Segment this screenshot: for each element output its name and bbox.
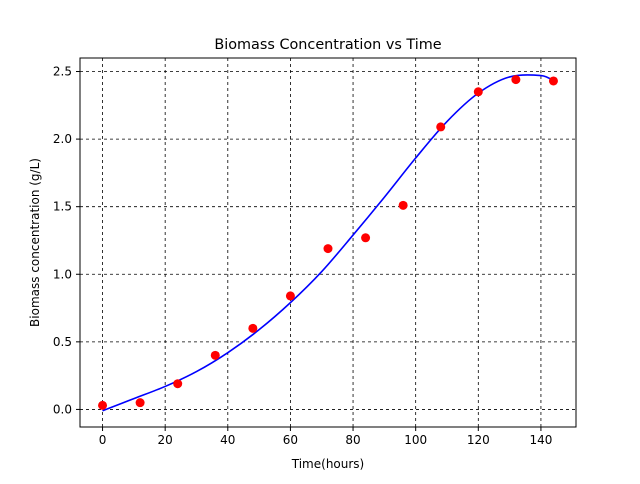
x-tick-label: 0 bbox=[99, 433, 107, 447]
y-tick-label: 2.5 bbox=[53, 65, 72, 79]
fit-curve-line bbox=[102, 74, 554, 412]
data-point bbox=[173, 379, 183, 389]
y-axis-ticks: 0.0 0.5 1.0 1.5 2.0 2.5 bbox=[53, 65, 80, 416]
data-point bbox=[398, 200, 408, 210]
x-tick-label: 40 bbox=[220, 433, 235, 447]
data-point bbox=[473, 87, 483, 97]
y-tick-label: 0.5 bbox=[53, 335, 72, 349]
x-tick-label: 100 bbox=[404, 433, 427, 447]
data-point bbox=[323, 244, 333, 254]
x-tick-label: 80 bbox=[345, 433, 360, 447]
data-point bbox=[436, 122, 446, 132]
x-tick-label: 20 bbox=[158, 433, 173, 447]
y-axis-label: Biomass concentration (g/L) bbox=[28, 158, 42, 327]
data-points-layer bbox=[98, 75, 558, 410]
x-axis-label: Time(hours) bbox=[291, 457, 364, 471]
data-point bbox=[548, 76, 558, 86]
y-tick-label: 1.0 bbox=[53, 267, 72, 281]
y-tick-label: 1.5 bbox=[53, 200, 72, 214]
data-point bbox=[361, 233, 371, 243]
x-tick-label: 140 bbox=[529, 433, 552, 447]
y-tick-label: 0.0 bbox=[53, 402, 72, 416]
x-tick-label: 60 bbox=[283, 433, 298, 447]
data-point bbox=[135, 398, 145, 408]
x-tick-label: 120 bbox=[467, 433, 490, 447]
data-point bbox=[248, 323, 258, 333]
x-axis-ticks: 0 20 40 60 80 100 120 140 bbox=[99, 427, 552, 447]
data-point bbox=[210, 350, 220, 360]
plot-frame bbox=[79, 57, 577, 428]
fit-curve-layer bbox=[102, 74, 554, 412]
chart-title: Biomass Concentration vs Time bbox=[214, 37, 441, 53]
data-point bbox=[285, 291, 295, 301]
grid bbox=[80, 58, 576, 427]
y-tick-label: 2.0 bbox=[53, 132, 72, 146]
data-point bbox=[511, 75, 521, 85]
data-point bbox=[98, 400, 108, 410]
